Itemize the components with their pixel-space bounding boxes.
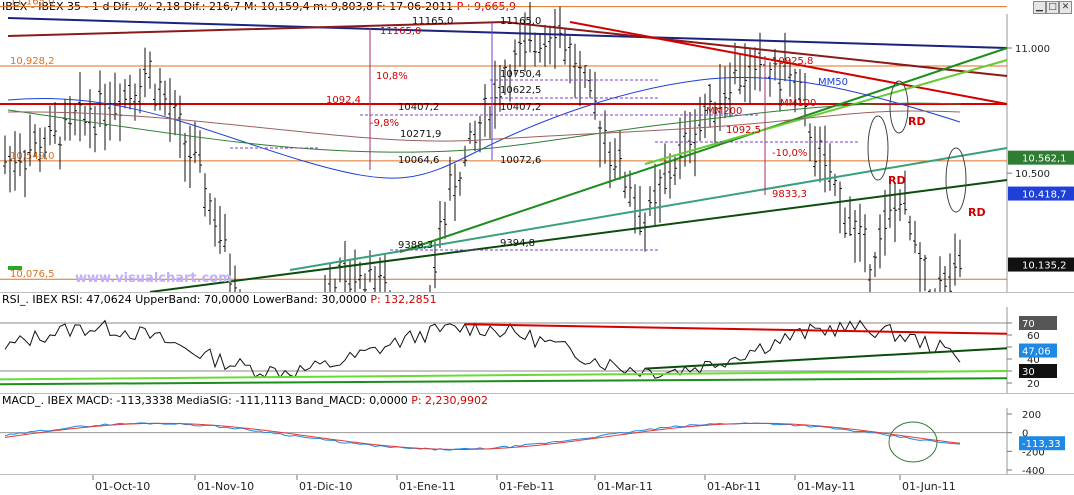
price-annotation: 1092,5 <box>726 125 761 136</box>
macd-header-p: P: 2,230,9902 <box>411 394 489 407</box>
x-tick-label: 01-Mar-11 <box>597 480 653 493</box>
price-annotation: 11165,0 <box>380 26 421 37</box>
close-button[interactable]: ✕ <box>1059 1 1072 14</box>
x-tick-label: 01-Abr-11 <box>707 480 761 493</box>
price-annotation: 10064,6 <box>398 155 439 166</box>
trendline-darkred <box>7 20 1008 77</box>
price-annotation: 11165,0 <box>412 16 453 27</box>
rsi-support-trend-green <box>0 377 1008 386</box>
minimize-button[interactable]: ▁ <box>1033 1 1046 14</box>
macd-highlight-circle <box>888 421 938 463</box>
price-tag-label: 10.418,7 <box>1022 190 1067 201</box>
macd-y-tick-label: -400 <box>1022 466 1045 474</box>
rsi-y-tick-label: 20 <box>1027 379 1040 390</box>
price-annotation: RD <box>888 174 906 187</box>
price-tag <box>1008 150 1074 165</box>
rd-ellipse <box>867 115 889 181</box>
macd-tag-label: -113,33 <box>1022 439 1061 450</box>
rd-ellipse <box>945 147 967 213</box>
x-tick-label: 01-Ene-11 <box>399 480 456 493</box>
price-annotation: MM200 <box>706 106 742 117</box>
resistance-trendline <box>569 21 1008 105</box>
rsi-tag <box>1019 364 1057 378</box>
level-label: 11,165,0 <box>10 0 55 8</box>
rsi-tag <box>1019 343 1057 358</box>
rsi-tag-label: 30 <box>1022 367 1035 378</box>
macd-y-tick-label: 200 <box>1022 410 1041 421</box>
rsi-tag-label: 47,06 <box>1022 347 1051 358</box>
x-tick-label: 01-May-11 <box>797 480 855 493</box>
price-tag-label: 10.135,2 <box>1022 261 1067 272</box>
rsi-resistance-trend <box>464 323 1008 335</box>
rsi-header-label: RSI_. IBEX RSI: 47,0624 UpperBand: 70,00… <box>2 293 367 306</box>
price-tag <box>1008 257 1074 272</box>
legend-swatch <box>8 266 22 270</box>
price-annotation: -10,0% <box>772 148 807 159</box>
support-trendline-dark <box>149 179 1008 292</box>
y-tick-label: 10.500 <box>1015 169 1050 180</box>
price-annotation: 10407,2 <box>398 102 439 113</box>
rsi-support-trend <box>644 347 1008 370</box>
price-annotation: 10,8% <box>376 71 408 82</box>
price-annotation: -9,8% <box>370 118 399 129</box>
macd-line <box>4 422 961 451</box>
macd-y-tick-label: -200 <box>1022 447 1045 458</box>
rsi-panel-header: RSI_. IBEX RSI: 47,0624 UpperBand: 70,00… <box>2 293 437 307</box>
price-annotation: 10925,8 <box>772 56 813 67</box>
watermark-text: www.visualchart.com <box>75 271 232 286</box>
macd-header-label: MACD_. IBEX MACD: -113,3338 MediaSIG: -1… <box>2 394 408 407</box>
macd-tag <box>1019 436 1065 451</box>
x-tick-label: 01-Jun-11 <box>902 480 956 493</box>
x-tick-label: 01-Nov-10 <box>197 480 254 493</box>
price-annotation: 9388,3 <box>398 240 433 251</box>
level-label: 10,076,5 <box>10 269 55 280</box>
support-trendline-green <box>399 47 1008 253</box>
rsi-tag <box>1019 316 1057 330</box>
price-annotation: MM100 <box>780 98 816 109</box>
maximize-button[interactable]: □ <box>1046 1 1059 14</box>
mm50-line <box>7 76 961 179</box>
macd-y-tick-label: 0 <box>1022 429 1028 440</box>
price-annotation: 10271,9 <box>400 129 441 140</box>
price-tag-label: 10.562,1 <box>1022 154 1067 165</box>
rsi-support-trend-light <box>0 370 1008 381</box>
y-tick-label: 11.000 <box>1015 44 1050 55</box>
macd-signal-line <box>4 422 961 450</box>
price-annotation: 11165,0 <box>500 16 541 27</box>
x-tick-label: 01-Feb-11 <box>499 480 554 493</box>
level-label: 10,549,0 <box>10 151 55 162</box>
macd-panel-header: MACD_. IBEX MACD: -113,3338 MediaSIG: -1… <box>2 394 488 408</box>
mm200-line <box>7 110 961 142</box>
x-tick-label: 01-Oct-10 <box>95 480 150 493</box>
price-annotation: RD <box>968 206 986 219</box>
level-label: 10,928,2 <box>10 56 55 67</box>
price-tag <box>1008 186 1074 201</box>
rsi-header-p: P: 132,2851 <box>370 293 437 306</box>
rsi-y-tick-label: 60 <box>1027 331 1040 342</box>
macd-panel[interactable]: MACD_. IBEX MACD: -113,3338 MediaSIG: -1… <box>0 394 1074 475</box>
price-annotation: 9394,8 <box>500 238 535 249</box>
date-axis: 01-Oct-10 01-Nov-10 01-Dic-10 01-Ene-11 01-F… <box>0 475 1074 495</box>
price-annotation: 1092,4 <box>326 95 361 106</box>
price-annotation: MM50 <box>818 77 848 88</box>
price-annotation: RD <box>908 115 926 128</box>
price-annotation: 10622,5 <box>500 85 541 96</box>
rsi-panel[interactable]: RSI_. IBEX RSI: 47,0624 UpperBand: 70,00… <box>0 293 1074 394</box>
mm100-line <box>7 102 961 153</box>
price-annotation: 10072,6 <box>500 155 541 166</box>
rsi-tag-label: 70 <box>1022 319 1035 330</box>
trendline-blue <box>7 17 1008 49</box>
rd-ellipse <box>889 80 909 134</box>
price-chart: 11,165,010,928,210,549,010,076,59,865,29… <box>0 0 1074 292</box>
support-trendline-light <box>644 59 1008 165</box>
rsi-line <box>4 319 961 379</box>
price-panel[interactable]: IBEX - IBEX 35 - 1 d Dif. ,%: 2,18 Dif.:… <box>0 0 1074 293</box>
price-annotation: 10407,2 <box>500 102 541 113</box>
rsi-y-tick-label: 40 <box>1027 355 1040 366</box>
x-tick-label: 01-Dic-10 <box>299 480 353 493</box>
price-annotation: 9833,3 <box>772 189 807 200</box>
macd-chart: 200 0 -200 -400 -113,33 <box>0 408 1065 474</box>
price-annotation: 10750,4 <box>500 69 541 80</box>
